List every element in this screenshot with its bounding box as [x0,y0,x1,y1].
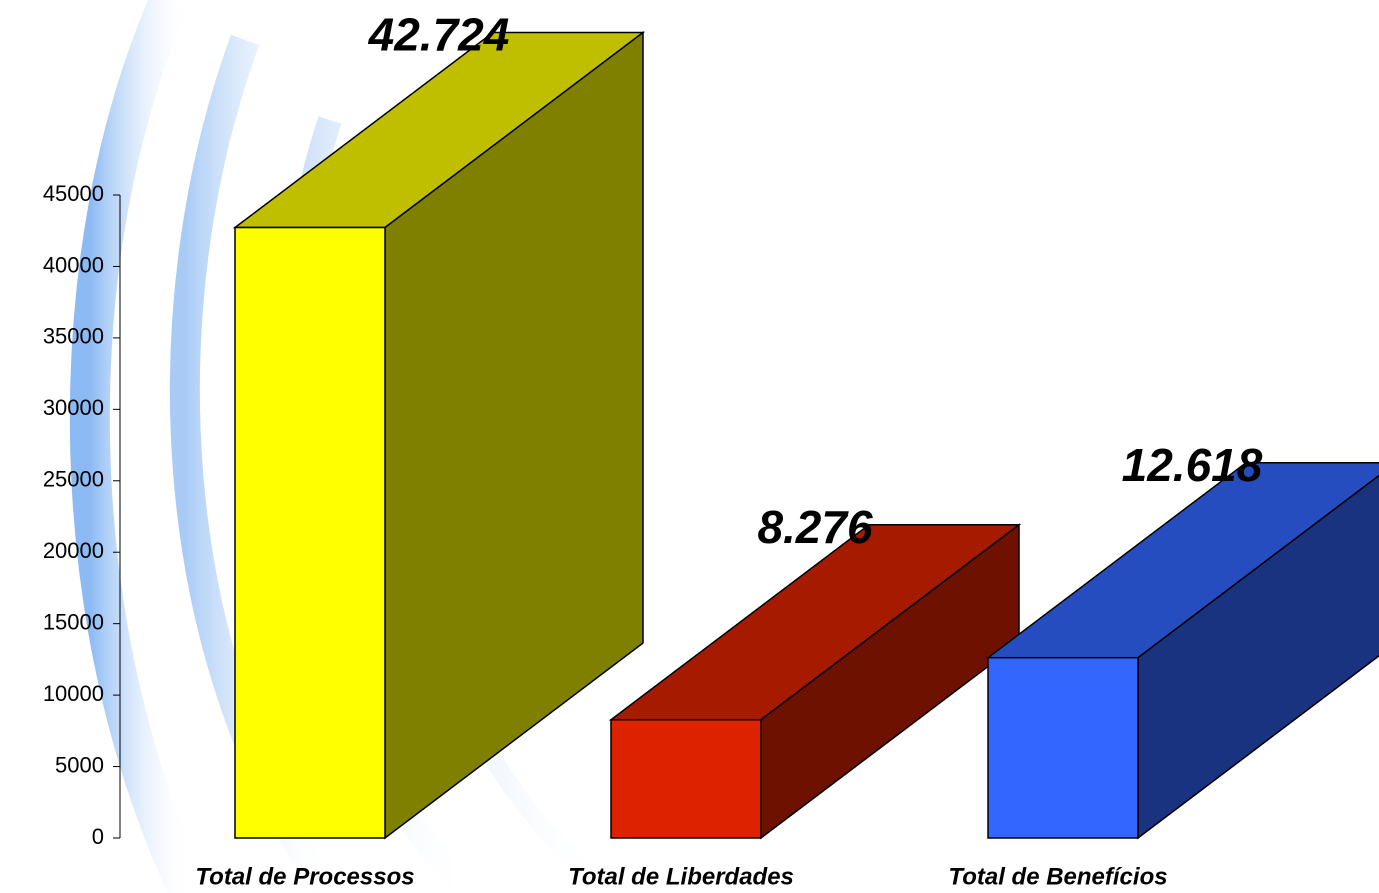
y-tick-label: 10000 [43,681,104,706]
y-tick-label: 35000 [43,324,104,349]
value-label: 8.276 [757,501,873,553]
y-tick-label: 45000 [43,181,104,206]
y-tick-label: 25000 [43,467,104,492]
value-label: 12.618 [1122,439,1263,491]
x-tick-label: Total de Benefícios [948,863,1167,890]
bar [234,226,386,839]
y-tick-label: 15000 [43,609,104,634]
y-tick-label: 0 [92,824,104,849]
bar [610,718,762,839]
y-tick-label: 20000 [43,538,104,563]
x-tick-label: Total de Processos [195,863,414,890]
bar [987,656,1139,839]
y-tick-label: 5000 [55,752,104,777]
value-label: 42.724 [368,9,510,61]
y-tick-label: 40000 [43,252,104,277]
x-tick-label: Total de Liberdades [568,863,794,890]
y-tick-label: 30000 [43,395,104,420]
